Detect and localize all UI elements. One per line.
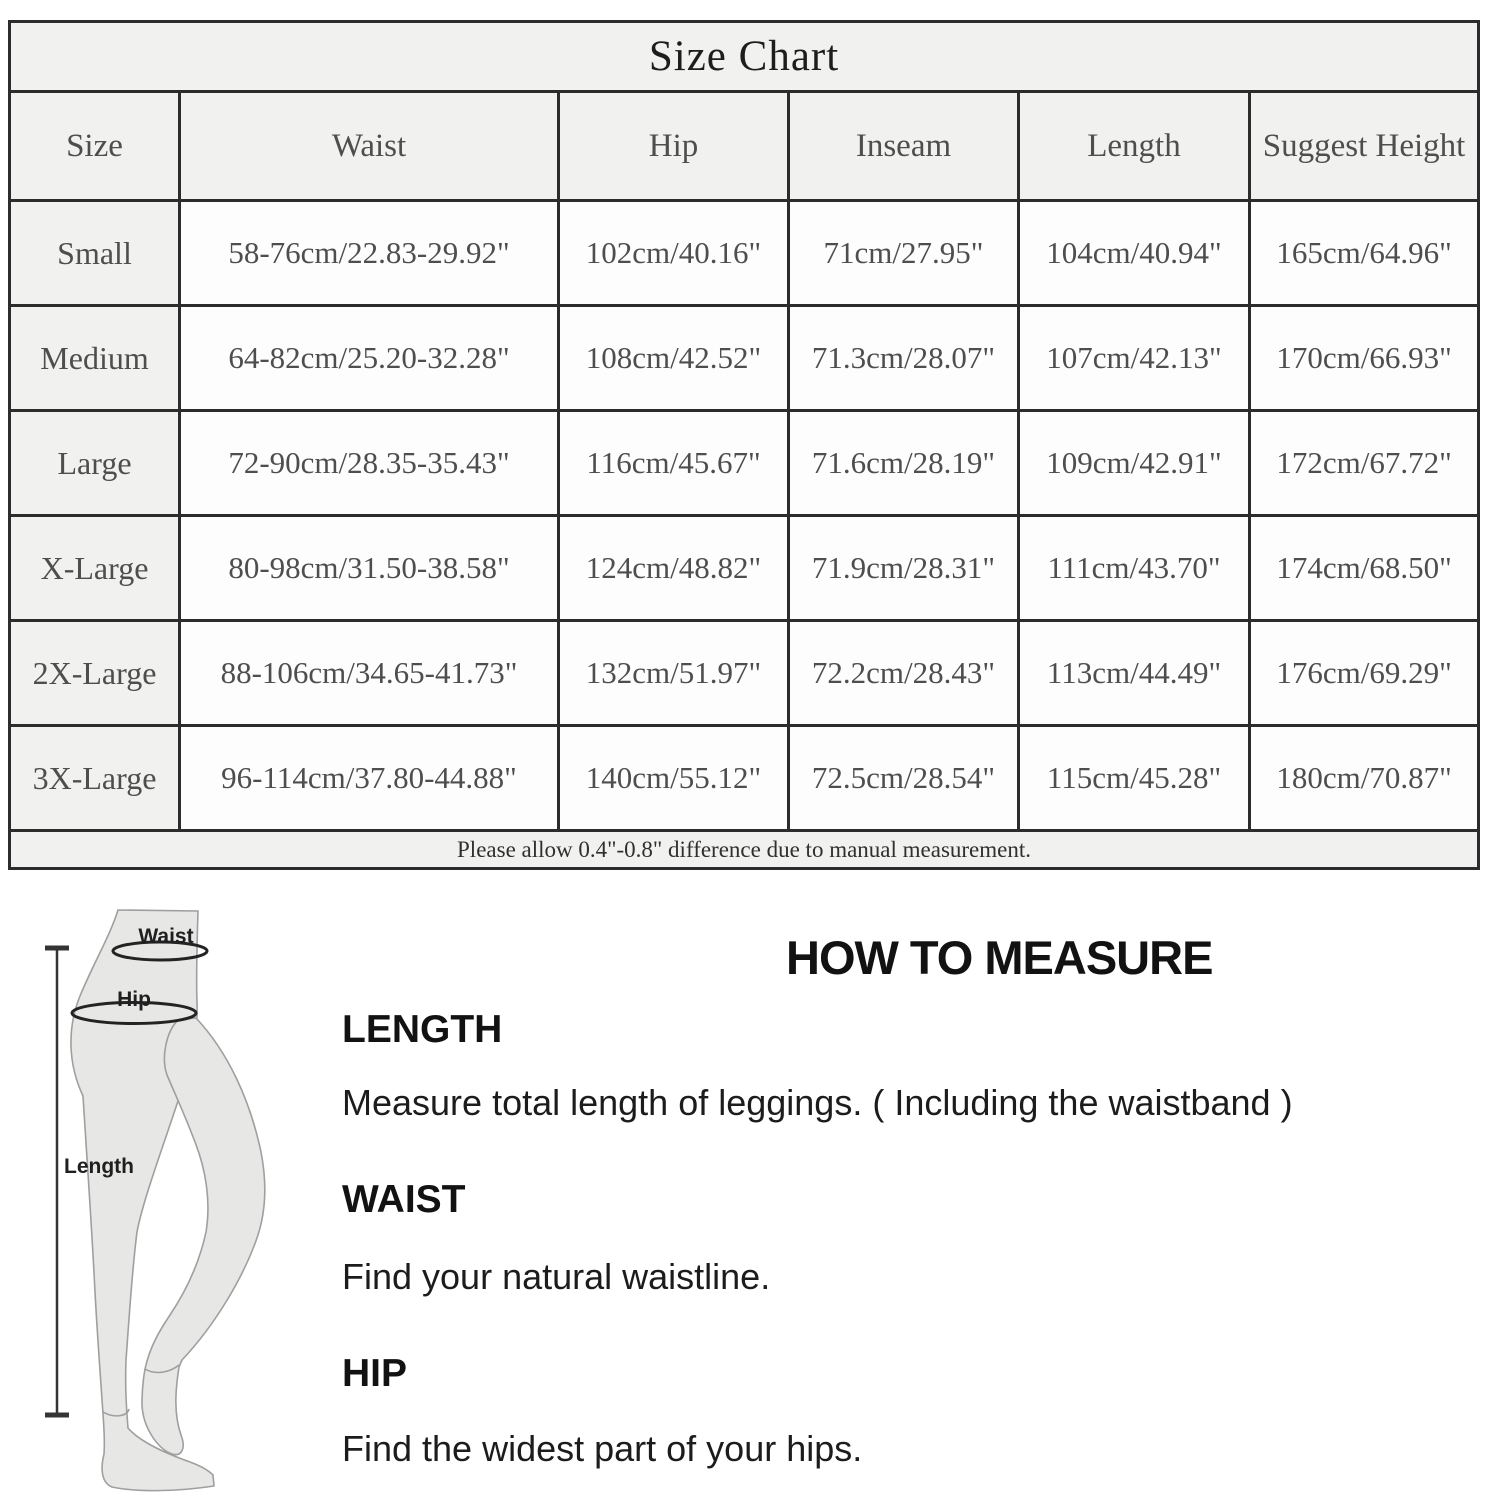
cell-inseam: 72.2cm/28.43" bbox=[787, 619, 1020, 727]
cell-length: 104cm/40.94" bbox=[1017, 199, 1251, 307]
cell-height: 170cm/66.93" bbox=[1247, 304, 1481, 412]
cell-waist: 96-114cm/37.80-44.88" bbox=[178, 724, 560, 832]
cell-size: 3X-Large bbox=[8, 724, 181, 832]
length-measure-line bbox=[45, 945, 69, 1418]
cell-hip: 116cm/45.67" bbox=[557, 409, 790, 517]
cell-hip: 140cm/55.12" bbox=[557, 724, 790, 832]
cell-height: 176cm/69.29" bbox=[1247, 619, 1481, 727]
size-row-x-large: X-Large 80-98cm/31.50-38.58" 124cm/48.82… bbox=[8, 514, 1481, 622]
cell-inseam: 71.9cm/28.31" bbox=[787, 514, 1020, 622]
table-note-row: Please allow 0.4"-0.8" difference due to… bbox=[7, 829, 1481, 870]
cell-length: 115cm/45.28" bbox=[1017, 724, 1251, 832]
cell-waist: 88-106cm/34.65-41.73" bbox=[178, 619, 560, 727]
cell-length: 107cm/42.13" bbox=[1017, 304, 1251, 412]
ankle-seam-front-leg bbox=[144, 1364, 180, 1374]
col-header-suggest-height: Suggest Height bbox=[1247, 90, 1481, 202]
cell-hip: 132cm/51.97" bbox=[557, 619, 790, 727]
bent-leg bbox=[141, 1017, 266, 1456]
legs-illustration: Waist Hip Length bbox=[45, 909, 266, 1492]
size-row-large: Large 72-90cm/28.35-35.43" 116cm/45.67" … bbox=[8, 409, 1481, 517]
cell-hip: 108cm/42.52" bbox=[557, 304, 790, 412]
cell-size: Medium bbox=[8, 304, 181, 412]
hip-section-heading: HIP bbox=[342, 1352, 408, 1395]
cell-hip: 102cm/40.16" bbox=[557, 199, 790, 307]
size-chart-table-wrap: Size Chart Size Waist Hip Inseam Length … bbox=[7, 20, 1481, 870]
waist-section-text: Find your natural waistline. bbox=[342, 1256, 771, 1297]
length-section-text: Measure total length of leggings. ( Incl… bbox=[342, 1082, 1293, 1123]
cell-height: 165cm/64.96" bbox=[1247, 199, 1481, 307]
cell-size: X-Large bbox=[8, 514, 181, 622]
cell-height: 172cm/67.72" bbox=[1247, 409, 1481, 517]
table-header-row: Size Waist Hip Inseam Length Suggest Hei… bbox=[8, 90, 1481, 202]
cell-waist: 64-82cm/25.20-32.28" bbox=[178, 304, 560, 412]
cell-size: 2X-Large bbox=[8, 619, 181, 727]
cell-size: Large bbox=[8, 409, 181, 517]
cell-length: 113cm/44.49" bbox=[1017, 619, 1251, 727]
col-header-hip: Hip bbox=[557, 90, 790, 202]
size-row-medium: Medium 64-82cm/25.20-32.28" 108cm/42.52"… bbox=[8, 304, 1481, 412]
size-row-2x-large: 2X-Large 88-106cm/34.65-41.73" 132cm/51.… bbox=[8, 619, 1481, 727]
col-header-size: Size bbox=[8, 90, 181, 202]
waist-measure-ellipse bbox=[111, 940, 209, 962]
cell-inseam: 71.6cm/28.19" bbox=[787, 409, 1020, 517]
length-section-heading: LENGTH bbox=[342, 1008, 503, 1051]
col-header-inseam: Inseam bbox=[787, 90, 1020, 202]
hip-measure-ellipse bbox=[70, 1001, 198, 1025]
cell-height: 174cm/68.50" bbox=[1247, 514, 1481, 622]
cell-inseam: 71.3cm/28.07" bbox=[787, 304, 1020, 412]
cell-length: 109cm/42.91" bbox=[1017, 409, 1251, 517]
cell-waist: 72-90cm/28.35-35.43" bbox=[178, 409, 560, 517]
length-figure-label: Length bbox=[64, 1155, 134, 1178]
cell-inseam: 72.5cm/28.54" bbox=[787, 724, 1020, 832]
cell-inseam: 71cm/27.95" bbox=[787, 199, 1020, 307]
how-to-measure-title: HOW TO MEASURE bbox=[786, 931, 1213, 984]
cell-size: Small bbox=[8, 199, 181, 307]
cell-waist: 80-98cm/31.50-38.58" bbox=[178, 514, 560, 622]
cell-hip: 124cm/48.82" bbox=[557, 514, 790, 622]
col-header-waist: Waist bbox=[178, 90, 560, 202]
cell-length: 111cm/43.70" bbox=[1017, 514, 1251, 622]
cell-height: 180cm/70.87" bbox=[1247, 724, 1481, 832]
cell-waist: 58-76cm/22.83-29.92" bbox=[178, 199, 560, 307]
waist-section-heading: WAIST bbox=[342, 1178, 466, 1221]
ankle-seam-back-leg bbox=[102, 1408, 130, 1417]
hip-figure-label: Hip bbox=[117, 988, 151, 1011]
measurement-note: Please allow 0.4"-0.8" difference due to… bbox=[7, 829, 1481, 870]
measure-figure: Waist Hip Length bbox=[0, 900, 340, 1500]
table-title: Size Chart bbox=[7, 20, 1481, 93]
table-title-row: Size Chart bbox=[7, 20, 1481, 93]
size-row-small: Small 58-76cm/22.83-29.92" 102cm/40.16" … bbox=[8, 199, 1481, 307]
hip-section-text: Find the widest part of your hips. bbox=[342, 1428, 863, 1469]
waist-figure-label: Waist bbox=[138, 925, 193, 948]
col-header-length: Length bbox=[1017, 90, 1251, 202]
size-row-3x-large: 3X-Large 96-114cm/37.80-44.88" 140cm/55.… bbox=[8, 724, 1481, 832]
size-chart-table: Size Chart Size Waist Hip Inseam Length … bbox=[7, 20, 1481, 870]
